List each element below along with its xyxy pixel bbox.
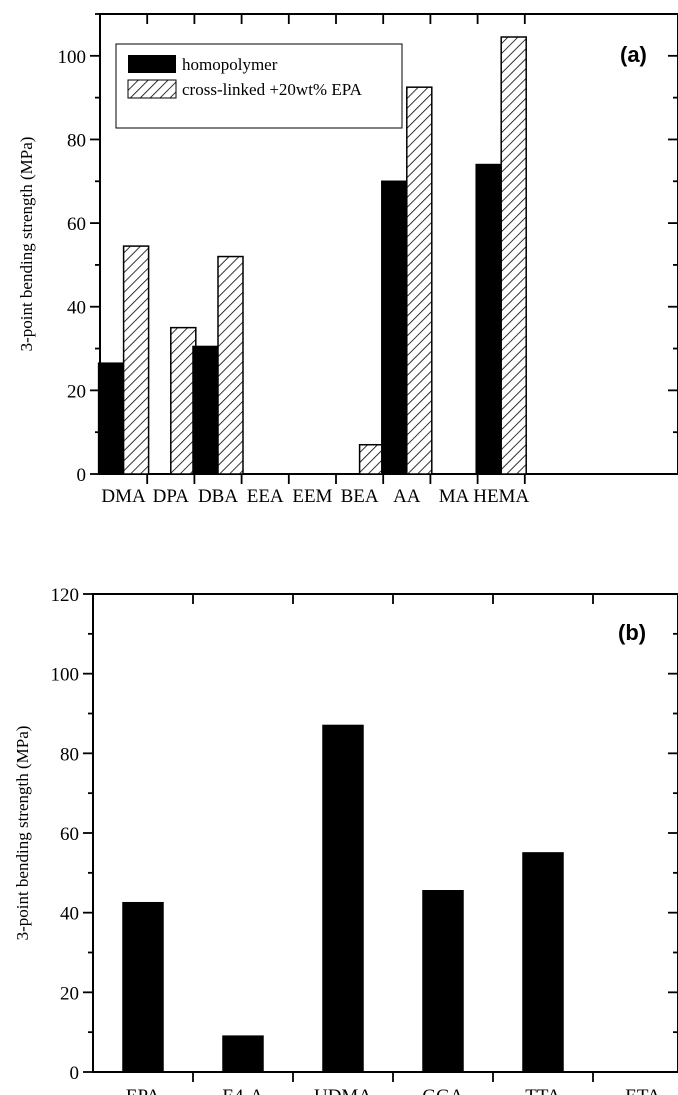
y-axis-title-a: 3-point bending strength (MPa) — [17, 137, 36, 352]
y-tick-label: 60 — [60, 824, 79, 845]
y-axis-title-b: 3-point bending strength (MPa) — [13, 726, 32, 941]
bar-homopolymer-hema — [475, 163, 502, 475]
legend-label-crosslinked: cross-linked +20wt% EPA — [182, 80, 363, 99]
x-tick-label: EPA — [126, 1086, 160, 1095]
x-tick-label: DPA — [153, 486, 190, 507]
x-tick-label: AA — [393, 486, 421, 507]
panel-label-a: (a) — [620, 42, 647, 67]
x-tick-label: MA — [439, 486, 470, 507]
chart-panel-b: 0 20 40 60 80 100 120 EPA E4-A UDMA GGA TTA ETA 3-p… — [13, 585, 678, 1095]
x-tick-label: UDMA — [314, 1086, 372, 1095]
bar-homopolymer-udma — [322, 724, 364, 1073]
y-tick-label: 0 — [77, 465, 87, 486]
bar-crosslinked-dba — [217, 255, 244, 475]
y-tick-label: 60 — [67, 214, 86, 235]
x-tick-label: GGA — [422, 1086, 463, 1095]
x-tick-label: TTA — [525, 1086, 561, 1095]
x-axis-ticks-b: EPA E4-A UDMA GGA TTA ETA — [126, 594, 661, 1095]
bars-a — [97, 36, 527, 475]
x-axis-ticks-a: DMA DPA DBA EEA EEM BEA AA MA HEMA — [101, 14, 529, 507]
x-tick-label: EEA — [247, 486, 284, 507]
bar-homopolymer-gga — [422, 890, 464, 1073]
y-tick-label: 100 — [58, 47, 87, 68]
bar-crosslinked-aa — [406, 86, 433, 475]
x-tick-label: ETA — [625, 1086, 661, 1095]
bar-homopolymer-aa — [381, 180, 408, 475]
y-tick-label: 20 — [67, 381, 86, 402]
x-tick-label: HEMA — [473, 486, 529, 507]
bar-crosslinked-dma — [122, 245, 150, 475]
legend-swatch-homopolymer — [128, 55, 176, 73]
bar-homopolymer-epa — [122, 901, 164, 1073]
legend-swatch-crosslinked — [127, 79, 177, 99]
bar-crosslinked-dpa — [170, 326, 197, 475]
legend-label-homopolymer: homopolymer — [182, 55, 278, 74]
y-tick-label: 20 — [60, 983, 79, 1004]
bar-homopolymer-e4-a — [222, 1035, 264, 1073]
y-axis-ticks-a: 0 20 40 60 80 100 — [58, 13, 678, 486]
y-tick-label: 40 — [67, 298, 86, 319]
y-tick-label: 100 — [51, 665, 80, 686]
legend-a: homopolymer cross-linked +20wt% EPA — [115, 43, 403, 129]
bar-crosslinked-bea — [358, 443, 386, 475]
panel-label-b: (b) — [618, 620, 646, 645]
x-tick-label: DMA — [101, 486, 146, 507]
bar-homopolymer-tta — [522, 852, 564, 1073]
y-axis-ticks-b: 0 20 40 60 80 100 120 — [51, 585, 678, 1084]
x-tick-label: EEM — [292, 486, 332, 507]
x-tick-label: BEA — [341, 486, 379, 507]
plot-frame-b — [92, 593, 678, 1073]
y-tick-label: 120 — [51, 585, 80, 606]
bar-homopolymer-dma — [97, 362, 125, 475]
bar-homopolymer-dba — [192, 345, 219, 475]
bars-b — [122, 724, 564, 1073]
x-tick-label: DBA — [198, 486, 238, 507]
bar-crosslinked-hema — [500, 36, 527, 475]
y-tick-label: 80 — [67, 130, 86, 151]
y-tick-label: 80 — [60, 744, 79, 765]
x-tick-label: E4-A — [222, 1086, 263, 1095]
y-tick-label: 40 — [60, 904, 79, 925]
y-tick-label: 0 — [70, 1063, 80, 1084]
